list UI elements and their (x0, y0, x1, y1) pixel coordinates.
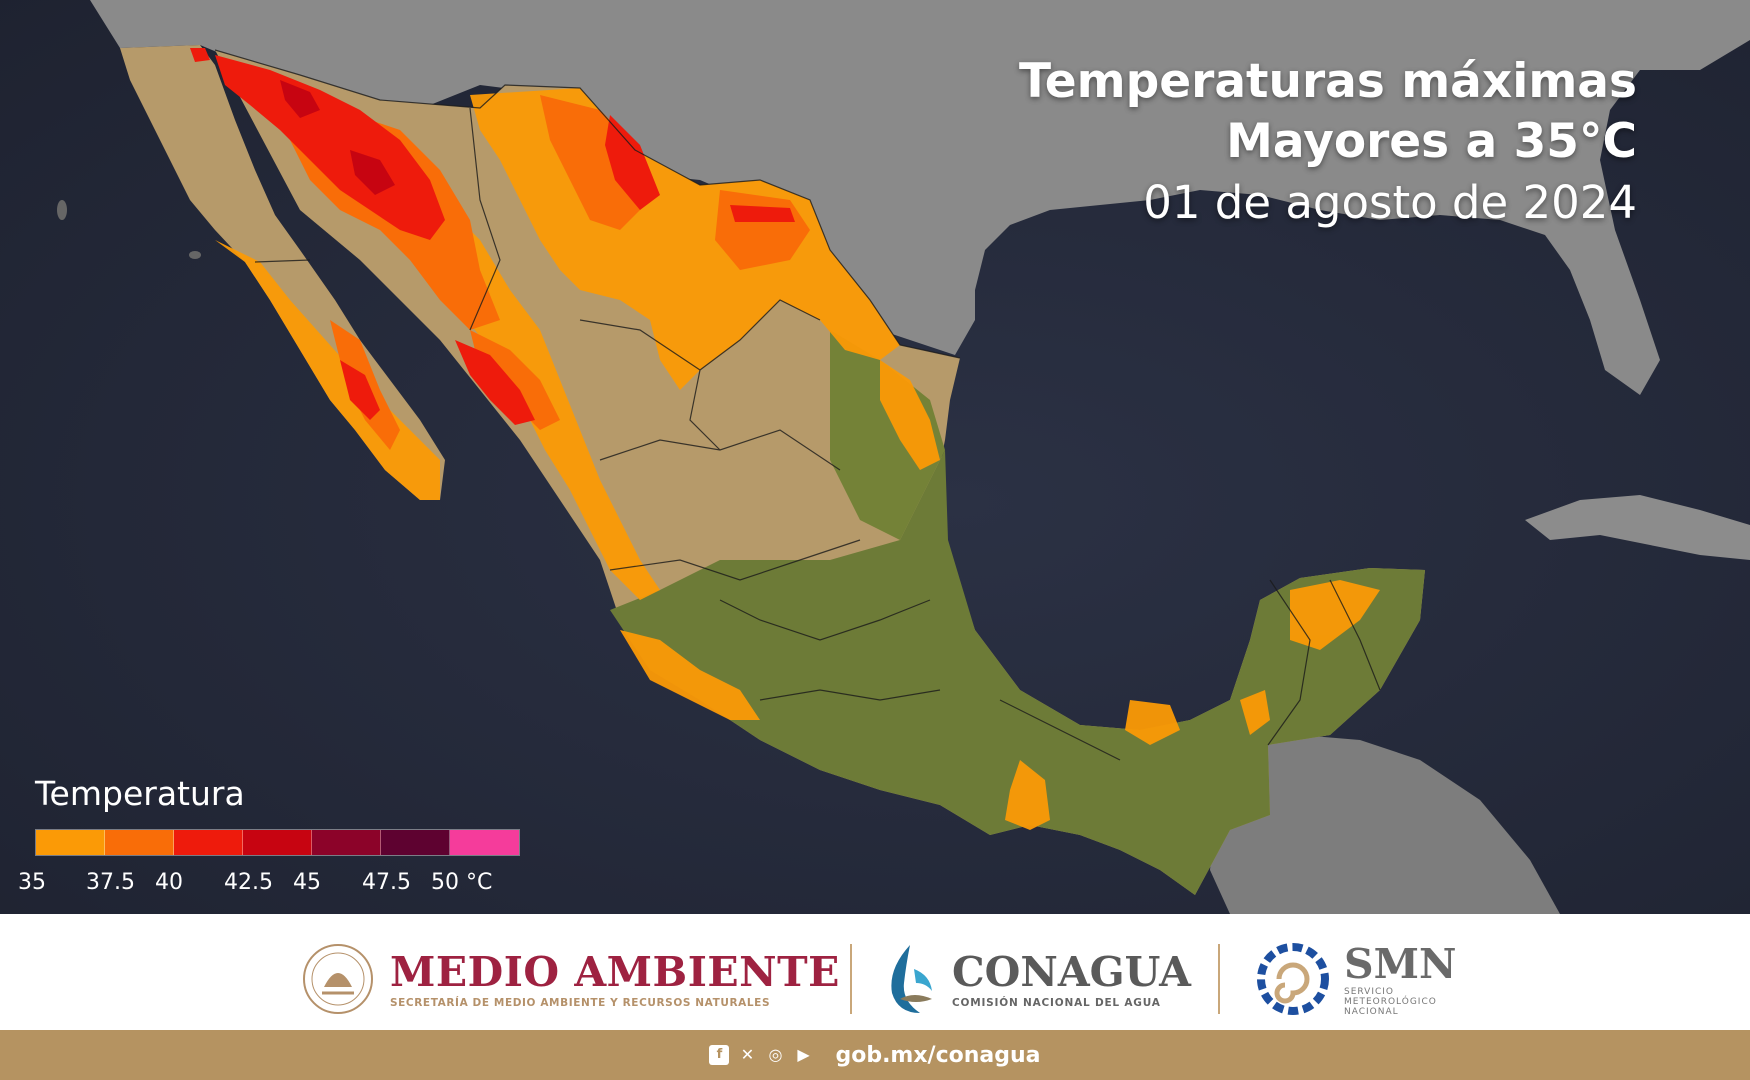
conagua-subtitle: COMISIÓN NACIONAL DEL AGUA (952, 997, 1161, 1009)
smn-name: SMN (1344, 940, 1457, 988)
state-boundaries (214, 49, 1381, 761)
legend-swatch (312, 830, 381, 855)
legend-swatch (450, 830, 519, 855)
social-bar: f ✕ ◎ ▶ gob.mx/conagua (0, 1030, 1750, 1080)
legend-swatch (105, 830, 174, 855)
central-america (1210, 735, 1560, 914)
x-icon[interactable]: ✕ (740, 1045, 755, 1064)
legend-swatch (381, 830, 450, 855)
map-title-line2: Mayores a 35°C (1226, 114, 1637, 169)
legend-tick-label: 47.5 (362, 870, 411, 895)
smn-emblem-icon (1257, 943, 1329, 1015)
map-title-line1: Temperaturas máximas (1018, 54, 1637, 109)
legend-swatch (36, 830, 105, 855)
legend-tick-label: 50 °C (431, 870, 493, 895)
map-area: Temperaturas máximas Mayores a 35°C 01 d… (0, 0, 1750, 914)
legend-tick-label: 37.5 (86, 870, 135, 895)
smn-subtitle-2: METEOROLÓGICO (1344, 997, 1437, 1007)
heat-overlay-42-5 (280, 80, 395, 195)
footer-divider (850, 944, 852, 1014)
legend-tick-label: 45 (293, 870, 321, 895)
facebook-icon[interactable]: f (709, 1045, 730, 1065)
coat-of-arms-icon (303, 944, 373, 1014)
legend-color-bar (35, 829, 520, 856)
medio-ambiente-logo: MEDIO AMBIENTE SECRETARÍA DE MEDIO AMBIE… (300, 934, 840, 1024)
conagua-logo: CONAGUA COMISIÓN NACIONAL DEL AGUA (880, 934, 1191, 1024)
usa-landmass (90, 0, 1750, 395)
medio-ambiente-subtitle: SECRETARÍA DE MEDIO AMBIENTE Y RECURSOS … (390, 997, 771, 1009)
site-link[interactable]: gob.mx/conagua (835, 1042, 1041, 1068)
temperature-map (0, 0, 1750, 914)
island (189, 251, 201, 259)
island (57, 200, 67, 220)
medio-ambiente-name: MEDIO AMBIENTE (390, 948, 840, 996)
heat-overlay-40 (190, 48, 795, 425)
legend-title: Temperatura (35, 774, 245, 813)
map-date: 01 de agosto de 2024 (1143, 176, 1637, 229)
footer-divider (1218, 944, 1220, 1014)
smn-subtitle-3: NACIONAL (1344, 1007, 1399, 1017)
green-vegetation-east (830, 330, 945, 540)
legend-swatch (243, 830, 312, 855)
conagua-name: CONAGUA (952, 948, 1191, 996)
green-vegetation (610, 450, 1425, 895)
legend-tick-label: 35 (18, 870, 46, 895)
legend-tick-label: 40 (155, 870, 183, 895)
youtube-icon[interactable]: ▶ (797, 1045, 810, 1064)
smn-subtitle-1: SERVICIO (1344, 987, 1394, 997)
legend-tick-label: 42.5 (224, 870, 273, 895)
conagua-emblem-icon (891, 945, 932, 1013)
footer: MEDIO AMBIENTE SECRETARÍA DE MEDIO AMBIE… (0, 914, 1750, 1080)
smn-logo: SMN SERVICIO METEOROLÓGICO NACIONAL (1252, 934, 1456, 1024)
mexico-mainland (215, 50, 1425, 895)
legend-swatch (174, 830, 243, 855)
instagram-icon[interactable]: ◎ (768, 1045, 783, 1064)
title-block: Temperaturas máximas Mayores a 35°C 01 d… (1019, 52, 1637, 234)
cuba (1525, 495, 1750, 560)
